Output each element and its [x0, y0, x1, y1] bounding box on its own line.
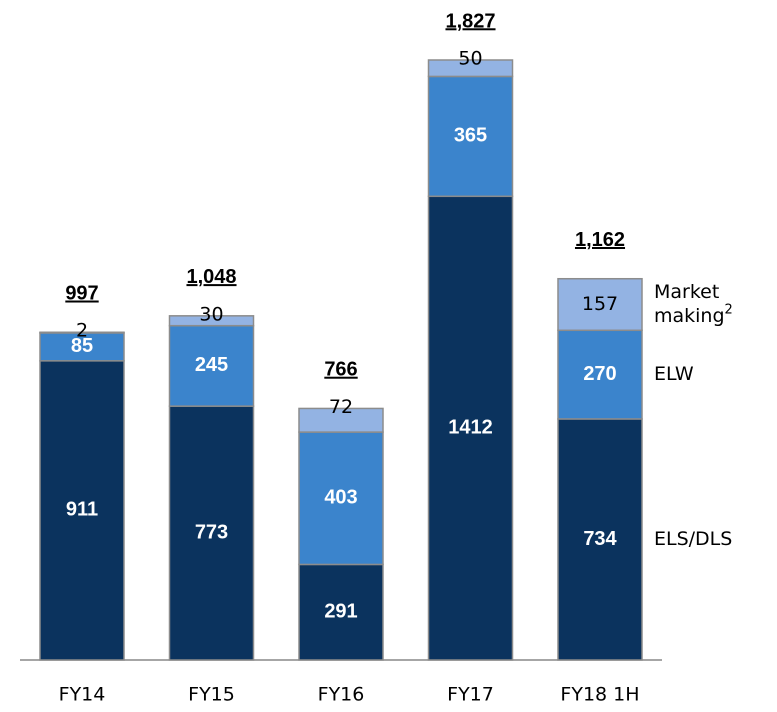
data-label: 85 [71, 335, 93, 357]
total-label: 1,827 [445, 10, 495, 32]
bar-segment [427, 75, 514, 198]
x-tick-label: FY16 [318, 684, 365, 706]
data-label: 291 [324, 600, 357, 622]
bar-segment [557, 329, 643, 420]
data-label: 270 [583, 363, 616, 385]
data-label: 30 [199, 303, 223, 325]
bar-segment [39, 360, 125, 661]
bar-segment [298, 407, 384, 433]
total-label: 997 [65, 283, 98, 305]
legend-label: making2 [654, 302, 733, 327]
x-tick-label: FY15 [188, 684, 235, 706]
total-label: 1,048 [186, 266, 236, 288]
x-tick-label: FY18 1H [560, 684, 639, 706]
data-label: 365 [454, 125, 487, 147]
legend-label: ELS/DLS [654, 528, 732, 550]
bar-segment [39, 331, 125, 334]
data-label: 773 [195, 521, 228, 543]
x-tick-label: FY17 [447, 684, 494, 706]
bar-segment [168, 324, 255, 407]
data-label: 72 [329, 396, 353, 418]
legend-footnote: 2 [725, 302, 733, 317]
data-label: 911 [66, 499, 98, 521]
bar-segment [427, 59, 514, 78]
x-tick-label: FY14 [59, 684, 106, 706]
bar-segment [557, 277, 643, 332]
data-label: 157 [582, 293, 618, 315]
data-label: 245 [195, 354, 228, 376]
data-label: 1412 [448, 416, 493, 438]
bar-segment [298, 563, 384, 661]
legend-label: Market [654, 281, 719, 303]
total-label: 1,162 [575, 229, 625, 251]
data-label: 403 [324, 487, 357, 509]
legend-label: ELW [654, 363, 694, 385]
total-label: 766 [324, 359, 357, 381]
data-label: 734 [583, 528, 617, 550]
data-label: 50 [458, 48, 482, 70]
data-label: 2 [76, 320, 88, 342]
bar-segment [168, 315, 255, 327]
bar-segment [39, 332, 125, 362]
bar-segment [168, 405, 255, 661]
bar-segment [298, 431, 384, 566]
